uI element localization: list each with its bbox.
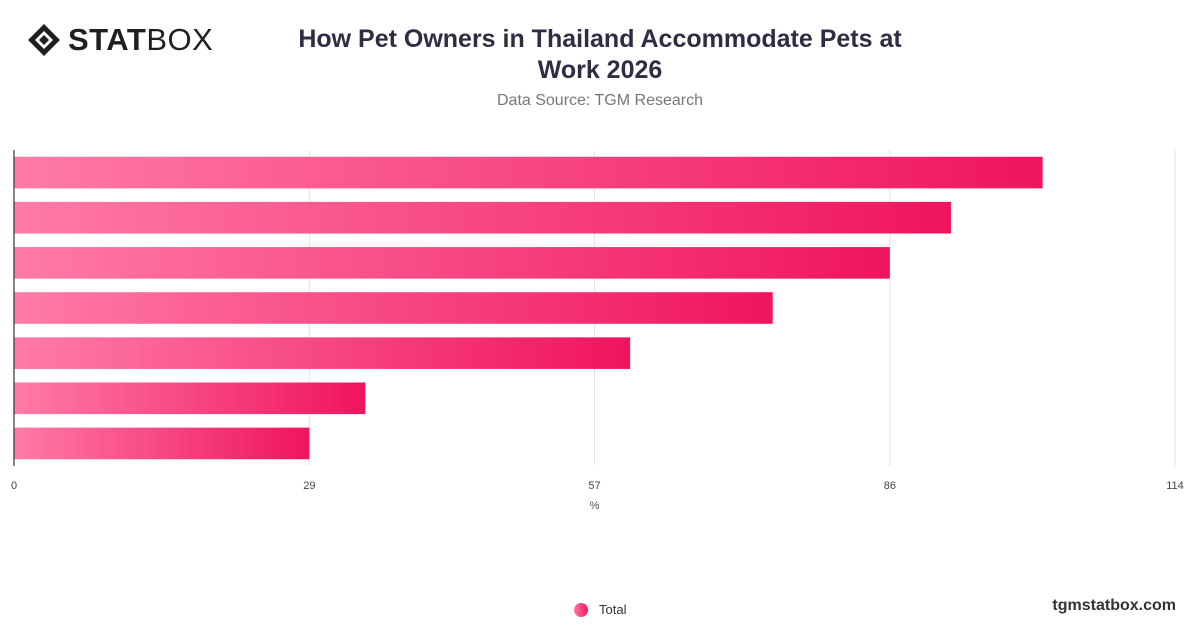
site-url: tgmstatbox.com bbox=[1052, 597, 1176, 614]
bar-6[interactable] bbox=[14, 382, 366, 415]
x-tick-label: 114 bbox=[1166, 480, 1184, 492]
x-tick-label: 29 bbox=[303, 480, 315, 492]
logo-text: STATBOX bbox=[68, 22, 213, 58]
x-tick-label: 0 bbox=[11, 480, 17, 492]
legend-swatch bbox=[574, 602, 588, 617]
bar-4[interactable] bbox=[14, 292, 773, 324]
logo-text-bold: STAT bbox=[68, 22, 147, 57]
x-tick-label: 57 bbox=[588, 480, 600, 492]
bar-3[interactable] bbox=[14, 247, 890, 279]
bar-7[interactable] bbox=[14, 427, 310, 460]
bar-chart: 0 29 57 86 114 % bbox=[11, 150, 1184, 512]
logo-text-light: BOX bbox=[146, 22, 214, 57]
x-tick-label: 86 bbox=[884, 480, 896, 492]
chart-subtitle: Data Source: TGM Research bbox=[496, 92, 703, 109]
legend[interactable]: Total bbox=[574, 602, 626, 617]
chart-title: How Pet Owners in Thailand Accommodate P… bbox=[298, 25, 902, 84]
bar-2[interactable] bbox=[14, 201, 951, 234]
statbox-logo: STATBOX bbox=[26, 22, 213, 58]
x-axis-label: % bbox=[590, 500, 600, 512]
legend-label-total: Total bbox=[599, 602, 627, 617]
diamond-logo-icon bbox=[28, 24, 60, 56]
bar-5[interactable] bbox=[14, 337, 631, 369]
x-axis-ticks: 0 29 57 86 114 bbox=[11, 480, 1184, 492]
bars bbox=[14, 156, 1043, 460]
bar-1[interactable] bbox=[14, 156, 1043, 189]
